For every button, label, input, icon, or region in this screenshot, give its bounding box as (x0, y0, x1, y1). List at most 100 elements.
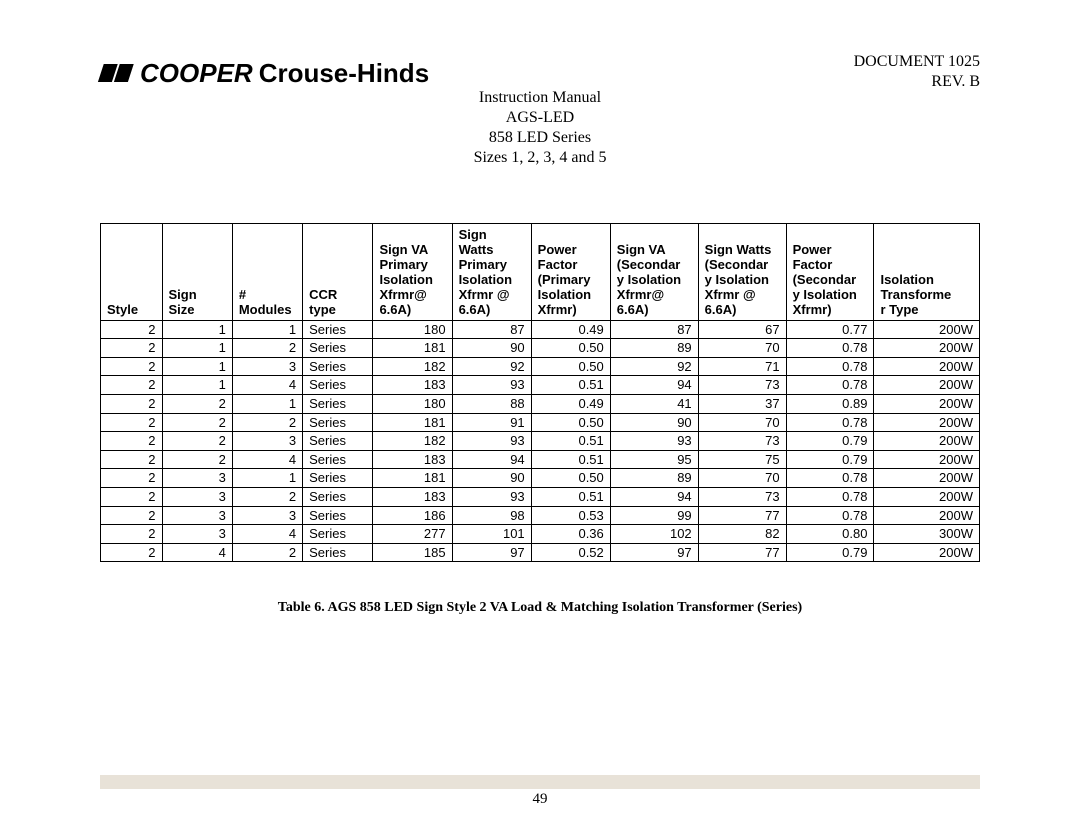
col-modules: #Modules (232, 224, 302, 321)
table-cell: 181 (373, 469, 452, 488)
table-cell: 93 (452, 487, 531, 506)
col-xtype: IsolationTransformer Type (874, 224, 980, 321)
col-pf-sec: PowerFactor(Secondary IsolationXfrmr) (786, 224, 874, 321)
table-cell: 4 (232, 376, 302, 395)
table-cell: 0.79 (786, 450, 874, 469)
table-cell: 200W (874, 506, 980, 525)
table-cell: 94 (610, 376, 698, 395)
table-cell: 2 (101, 357, 163, 376)
brand-logo: COOPER Crouse-Hinds (100, 58, 429, 89)
table-cell: 2 (101, 376, 163, 395)
document-title: Instruction Manual AGS-LED 858 LED Serie… (100, 88, 980, 168)
table-cell: 277 (373, 525, 452, 544)
table-cell: 2 (232, 487, 302, 506)
table-cell: 4 (232, 450, 302, 469)
table-cell: 93 (610, 432, 698, 451)
table-cell: 0.78 (786, 469, 874, 488)
table-cell: 90 (452, 339, 531, 358)
table-cell: 200W (874, 395, 980, 414)
table-cell: 0.50 (531, 413, 610, 432)
table-cell: Series (303, 525, 373, 544)
doc-id-line1: DOCUMENT 1025 (854, 52, 980, 72)
table-cell: 200W (874, 357, 980, 376)
table-cell: 0.80 (786, 525, 874, 544)
table-cell: 183 (373, 487, 452, 506)
page-number: 49 (100, 791, 980, 808)
col-w-pri: SignWattsPrimaryIsolationXfrmr @6.6A) (452, 224, 531, 321)
table-cell: 91 (452, 413, 531, 432)
table-cell: 97 (610, 543, 698, 562)
table-cell: 87 (610, 320, 698, 339)
table-cell: 2 (101, 506, 163, 525)
table-cell: 94 (610, 487, 698, 506)
table-cell: 1 (232, 395, 302, 414)
logo-cooper-text: COOPER (140, 58, 253, 89)
table-cell: Series (303, 376, 373, 395)
table-cell: 2 (101, 339, 163, 358)
table-cell: Series (303, 487, 373, 506)
table-row: 233Series186980.5399770.78200W (101, 506, 980, 525)
table-cell: 37 (698, 395, 786, 414)
table-cell: 1 (162, 376, 232, 395)
col-ccr: CCR type (303, 224, 373, 321)
table-cell: 200W (874, 487, 980, 506)
table-cell: 70 (698, 413, 786, 432)
table-cell: 0.89 (786, 395, 874, 414)
table-cell: 186 (373, 506, 452, 525)
table-cell: 77 (698, 543, 786, 562)
table-cell: 1 (162, 357, 232, 376)
table-cell: 180 (373, 320, 452, 339)
table-cell: 93 (452, 376, 531, 395)
table-cell: 4 (232, 525, 302, 544)
table-row: 221Series180880.4941370.89200W (101, 395, 980, 414)
table-cell: 200W (874, 376, 980, 395)
table-cell: 70 (698, 339, 786, 358)
table-cell: 89 (610, 339, 698, 358)
col-w-sec: Sign Watts(Secondary IsolationXfrmr @6.6… (698, 224, 786, 321)
table-cell: 3 (162, 506, 232, 525)
table-cell: 82 (698, 525, 786, 544)
table-cell: 2 (232, 543, 302, 562)
table-cell: 98 (452, 506, 531, 525)
table-cell: 92 (452, 357, 531, 376)
table-cell: 2 (232, 339, 302, 358)
table-header-row: Style Sign Size #Modules CCR type Sign V… (101, 224, 980, 321)
table-cell: 97 (452, 543, 531, 562)
table-cell: 3 (232, 432, 302, 451)
table-cell: 2 (101, 432, 163, 451)
table-cell: 2 (162, 450, 232, 469)
table-cell: 2 (101, 487, 163, 506)
table-cell: 0.50 (531, 339, 610, 358)
table-row: 212Series181900.5089700.78200W (101, 339, 980, 358)
table-cell: 200W (874, 450, 980, 469)
table-cell: 0.78 (786, 413, 874, 432)
table-cell: 183 (373, 450, 452, 469)
table-cell: 2 (101, 320, 163, 339)
table-cell: 90 (452, 469, 531, 488)
table-cell: 71 (698, 357, 786, 376)
table-cell: 75 (698, 450, 786, 469)
table-cell: 87 (452, 320, 531, 339)
table-cell: 2 (101, 543, 163, 562)
table-cell: Series (303, 357, 373, 376)
table-cell: 0.36 (531, 525, 610, 544)
table-cell: Series (303, 413, 373, 432)
table-cell: 2 (101, 469, 163, 488)
table-cell: 0.78 (786, 357, 874, 376)
col-size: Sign Size (162, 224, 232, 321)
table-cell: 183 (373, 376, 452, 395)
logo-mark-icon (96, 64, 135, 87)
table-cell: 0.79 (786, 543, 874, 562)
table-cell: 200W (874, 320, 980, 339)
table-cell: 200W (874, 543, 980, 562)
table-row: 222Series181910.5090700.78200W (101, 413, 980, 432)
table-cell: 200W (874, 413, 980, 432)
logo-crouse-hinds-text: Crouse-Hinds (259, 58, 429, 89)
table-cell: 182 (373, 432, 452, 451)
table-cell: 70 (698, 469, 786, 488)
table-cell: 185 (373, 543, 452, 562)
table-cell: Series (303, 506, 373, 525)
table-cell: 89 (610, 469, 698, 488)
table-cell: 200W (874, 469, 980, 488)
table-cell: 93 (452, 432, 531, 451)
